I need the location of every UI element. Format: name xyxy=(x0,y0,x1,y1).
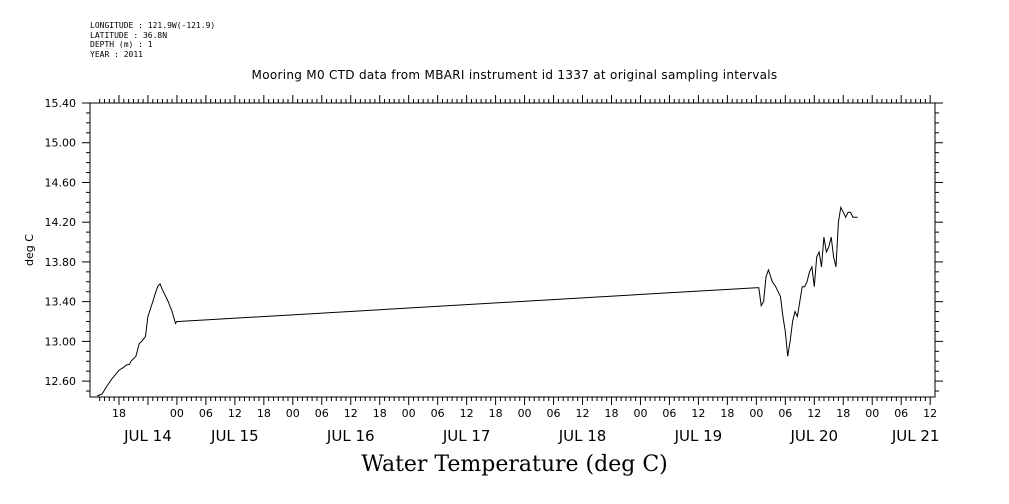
x-day-label: JUL 20 xyxy=(789,427,838,445)
x-tick-label: 18 xyxy=(112,407,126,420)
temperature-line xyxy=(97,205,858,397)
x-day-label: JUL 16 xyxy=(326,427,375,445)
x-tick-label: 06 xyxy=(199,407,213,420)
y-tick-label: 14.60 xyxy=(45,176,77,189)
x-tick-label: 12 xyxy=(923,407,937,420)
y-tick-label: 15.00 xyxy=(45,137,77,150)
x-tick-label: 06 xyxy=(547,407,561,420)
latitude-text: LATITUDE : 36.8N xyxy=(90,30,168,40)
x-tick-label: 18 xyxy=(257,407,271,420)
x-day-label: JUL 17 xyxy=(442,427,491,445)
x-tick-label: 12 xyxy=(344,407,358,420)
x-tick-label: 12 xyxy=(460,407,474,420)
y-tick-label: 14.20 xyxy=(45,216,77,229)
y-tick-label: 13.40 xyxy=(45,296,77,309)
x-tick-label: 06 xyxy=(894,407,908,420)
x-tick-label: 00 xyxy=(865,407,879,420)
x-tick-label: 00 xyxy=(633,407,647,420)
x-tick-label: 18 xyxy=(836,407,850,420)
x-tick-label: 18 xyxy=(489,407,503,420)
y-tick-label: 12.60 xyxy=(45,375,77,388)
x-tick-label: 18 xyxy=(604,407,618,420)
x-tick-label: 06 xyxy=(778,407,792,420)
x-tick-label: 12 xyxy=(576,407,590,420)
figure-title: Water Temperature (deg C) xyxy=(361,452,668,477)
y-tick-label: 15.40 xyxy=(45,97,77,110)
longitude-text: LONGITUDE : 121.9W(-121.9) xyxy=(90,21,216,30)
metadata-block: LONGITUDE : 121.9W(-121.9) LATITUDE : 36… xyxy=(90,21,215,59)
x-tick-label: 18 xyxy=(720,407,734,420)
x-tick-label: 00 xyxy=(170,407,184,420)
x-day-label: JUL 15 xyxy=(210,427,259,445)
x-day-label: JUL 21 xyxy=(891,427,940,445)
year-text: YEAR : 2011 xyxy=(90,49,143,59)
depth-text: DEPTH (m) : 1 xyxy=(90,40,153,50)
y-axis-label: deg C xyxy=(23,234,36,266)
x-day-label: JUL 14 xyxy=(123,427,172,445)
x-tick-label: 12 xyxy=(691,407,705,420)
x-day-label: JUL 18 xyxy=(558,427,607,445)
x-tick-label: 12 xyxy=(228,407,242,420)
x-tick-label: 00 xyxy=(518,407,532,420)
x-tick-label: 06 xyxy=(431,407,445,420)
chart-title: Mooring M0 CTD data from MBARI instrumen… xyxy=(251,68,778,82)
x-tick-label: 00 xyxy=(286,407,300,420)
x-day-label: JUL 19 xyxy=(674,427,723,445)
x-tick-label: 00 xyxy=(402,407,416,420)
x-tick-label: 00 xyxy=(749,407,763,420)
x-tick-label: 18 xyxy=(373,407,387,420)
x-tick-label: 06 xyxy=(662,407,676,420)
y-tick-label: 13.00 xyxy=(45,335,77,348)
x-tick-label: 12 xyxy=(807,407,821,420)
temperature-chart: 15.40 15.00 14.60 14.20 13.80 13.40 13.00 12.60… xyxy=(23,95,943,445)
plot-frame xyxy=(89,102,936,398)
y-tick-label: 13.80 xyxy=(45,256,77,269)
x-tick-label: 06 xyxy=(315,407,329,420)
